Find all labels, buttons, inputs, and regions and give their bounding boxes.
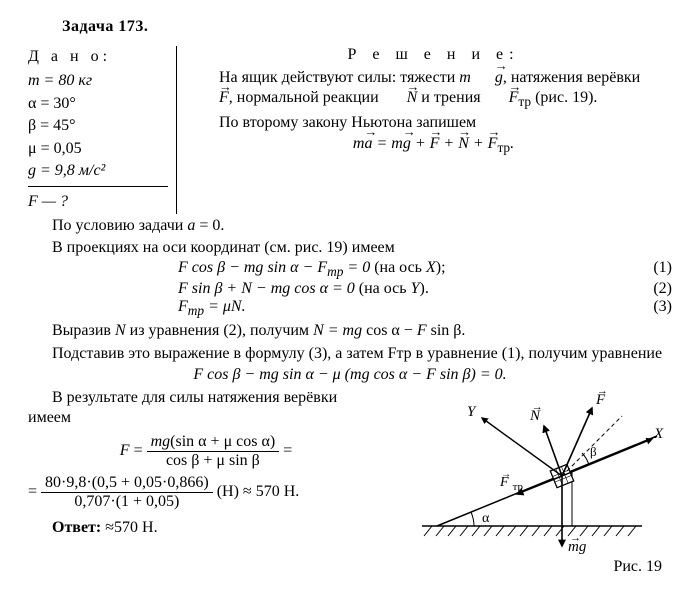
given-unknown: F — ? bbox=[28, 189, 168, 213]
problem-title: Задача 173. bbox=[62, 18, 672, 36]
p6: Подставив это выражение в формулу (3), а… bbox=[28, 344, 672, 364]
given-block: Д а н о: m = 80 кг α = 30° β = 45° μ = 0… bbox=[28, 46, 177, 214]
solution-header: Р е ш е н и е: bbox=[195, 46, 672, 64]
given-line: β = 45° bbox=[28, 115, 168, 137]
given-divider bbox=[28, 186, 168, 187]
ftr-label: F → тр bbox=[499, 466, 524, 493]
given-line: α = 30° bbox=[28, 93, 168, 115]
newton-equation: ma = mg + F + N + Fтр. bbox=[195, 135, 672, 156]
given-header: Д а н о: bbox=[28, 46, 168, 68]
given-line: m = 80 кг bbox=[28, 70, 168, 92]
answer: Ответ: ≈570 Н. bbox=[28, 519, 384, 537]
p7: В результате для силы натяжения верёвки … bbox=[28, 388, 384, 429]
n-label: N → bbox=[529, 401, 544, 424]
f-label: F → bbox=[595, 386, 609, 408]
eq2: F sin β + N − mg cos α = 0 (на ось Y). (… bbox=[28, 280, 672, 298]
solution-block: Р е ш е н и е: На ящик действуют силы: т… bbox=[187, 46, 672, 158]
eq3: Fтр = μN. (3) bbox=[28, 298, 672, 319]
alpha-label: α bbox=[482, 511, 490, 526]
figure-caption: Рис. 19 bbox=[392, 558, 672, 576]
p5: Выразив N из уравнения (2), получим N = … bbox=[28, 321, 672, 341]
given-line: μ = 0,05 bbox=[28, 138, 168, 160]
eq1: F cos β − mg sin α − Fтр = 0 (на ось X);… bbox=[28, 259, 672, 280]
given-line: g = 9,8 м/с² bbox=[28, 160, 168, 182]
result-eq2: = 80·9,8·(0,5 + 0,05·0,866) 0,707·(1 + 0… bbox=[28, 474, 384, 511]
result-eq: F = mg(sin α + μ cos α) cos β + μ sin β … bbox=[28, 433, 384, 470]
mg-label: mg → bbox=[568, 532, 590, 555]
beta-label: β bbox=[590, 444, 597, 459]
solution-p1: На ящик действуют силы: тяжести mg, натя… bbox=[195, 68, 672, 111]
eq4: F cos β − mg sin α − μ (mg cos α − F sin… bbox=[28, 366, 672, 384]
p4: В проекциях на оси координат (см. рис. 1… bbox=[28, 238, 672, 258]
p3: По условию задачи a = 0. bbox=[28, 216, 672, 236]
figure-19: α X Y N → bbox=[392, 386, 672, 576]
x-label: X bbox=[653, 426, 664, 442]
y-label: Y bbox=[467, 404, 477, 420]
